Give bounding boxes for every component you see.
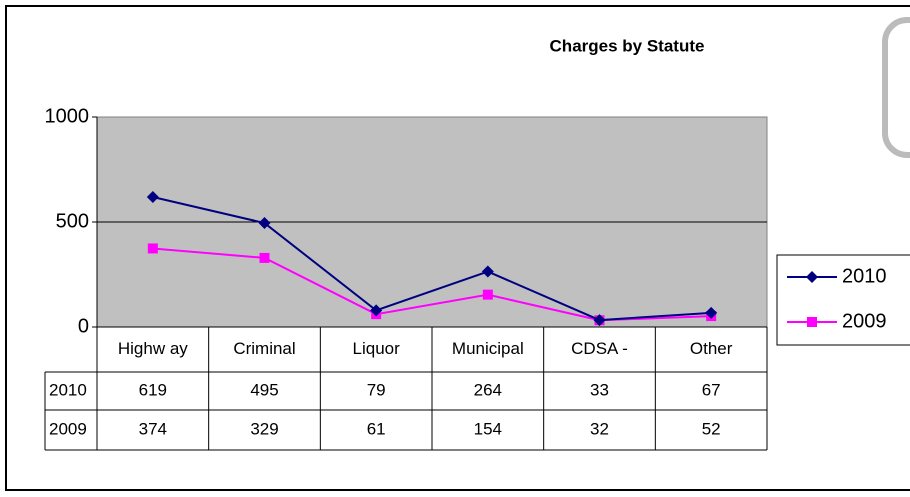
x-tick-label: Highw ay: [118, 339, 188, 358]
table-cell: 619: [139, 380, 167, 399]
line-marker: [482, 289, 493, 300]
table-cell: 495: [250, 380, 278, 399]
y-tick-label: 0: [78, 315, 89, 337]
line-marker: [593, 314, 606, 327]
table-cell: 329: [250, 419, 278, 438]
legend-box: [776, 254, 910, 346]
line-marker: [146, 191, 159, 204]
table-cell: 67: [702, 380, 721, 399]
line-marker: [370, 304, 383, 317]
x-tick-label: Criminal: [233, 339, 295, 358]
line-marker: [705, 306, 718, 319]
table-cell: 374: [139, 419, 167, 438]
table-cell: 52: [702, 419, 721, 438]
legend-label: 2009: [842, 310, 887, 332]
y-tick-label: 500: [56, 210, 89, 232]
table-cell: 154: [474, 419, 502, 438]
chart-title: Charges by Statute: [550, 36, 705, 55]
legend-label: 2010: [842, 265, 887, 287]
legend-marker: [807, 317, 817, 327]
table-cell: 61: [367, 419, 386, 438]
x-tick-label: Municipal: [452, 339, 524, 358]
x-tick-label: Liquor: [353, 339, 401, 358]
series-line: [152, 196, 712, 322]
table-row-label: 2009: [49, 419, 87, 438]
x-tick-label: CDSA -: [571, 339, 628, 358]
decor-shape: [882, 17, 910, 158]
table-cell: 264: [474, 380, 502, 399]
legend-marker: [806, 271, 818, 283]
x-tick-label: Other: [690, 339, 733, 358]
line-marker: [147, 243, 158, 254]
table-cell: 79: [367, 380, 386, 399]
table-cell: 32: [590, 419, 609, 438]
line-marker: [259, 252, 270, 263]
table-cell: 33: [590, 380, 609, 399]
table-row-label: 2010: [49, 380, 87, 399]
line-marker: [481, 265, 494, 278]
y-tick-label: 1000: [45, 105, 90, 127]
line-marker: [258, 217, 271, 230]
